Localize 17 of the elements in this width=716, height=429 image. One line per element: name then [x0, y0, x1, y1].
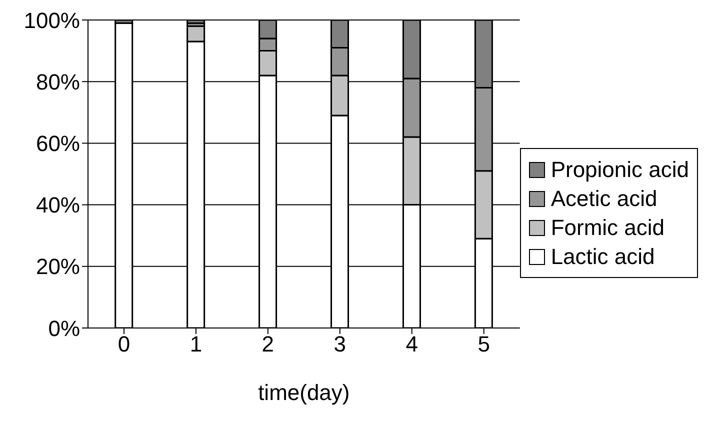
x-tick-label: 2 [262, 332, 274, 357]
x-tick-label: 3 [334, 332, 346, 357]
y-tick-label: 20% [36, 254, 80, 280]
y-tick-label: 0% [48, 316, 80, 341]
legend-label: Lactic acid [550, 243, 655, 271]
x-tick-label: 4 [406, 332, 418, 357]
legend-label: Propionic acid [550, 156, 689, 184]
legend-label: Formic acid [550, 214, 664, 242]
y-tick-label: 40% [36, 192, 80, 218]
y-tick-label: 60% [36, 131, 80, 156]
x-tick-label: 0 [118, 332, 130, 357]
x-tick-label: 5 [478, 332, 490, 357]
y-tick-label: 100% [24, 8, 80, 33]
x-tick-label: 1 [190, 332, 202, 357]
y-tick-label: 80% [36, 69, 80, 94]
x-axis-title: time(day) [258, 380, 350, 405]
legend-label: Acetic acid [550, 185, 658, 213]
